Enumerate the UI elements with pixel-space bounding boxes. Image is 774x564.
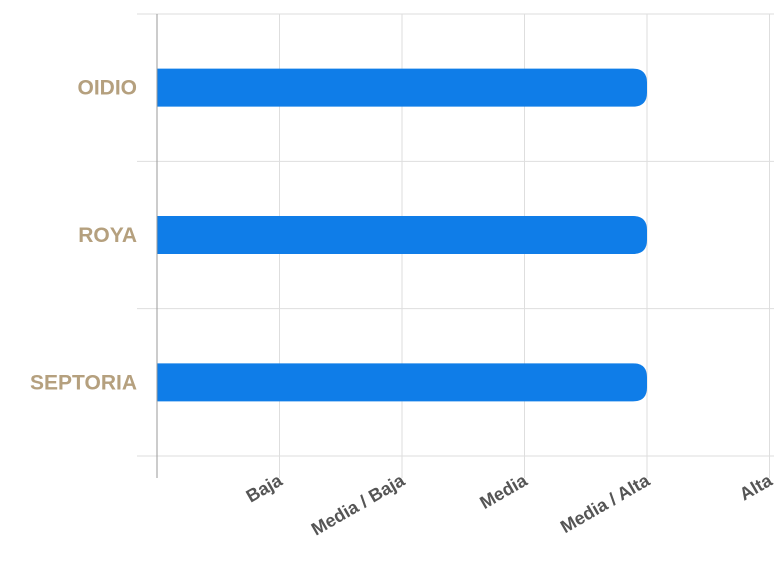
x-tick-label: Alta [736,470,774,505]
bars [157,68,647,402]
category-label-septoria: SEPTORIA [30,371,137,394]
bar-oidio [157,68,647,107]
bar-septoria [157,363,647,402]
x-tick-label: Media / Alta [557,470,654,537]
category-label-oidio: OIDIO [77,77,137,100]
category-label-roya: ROYA [78,224,137,247]
bar-roya [157,216,647,254]
x-tick-label: Media / Baja [308,470,409,540]
x-tick-label: Media [476,470,531,513]
